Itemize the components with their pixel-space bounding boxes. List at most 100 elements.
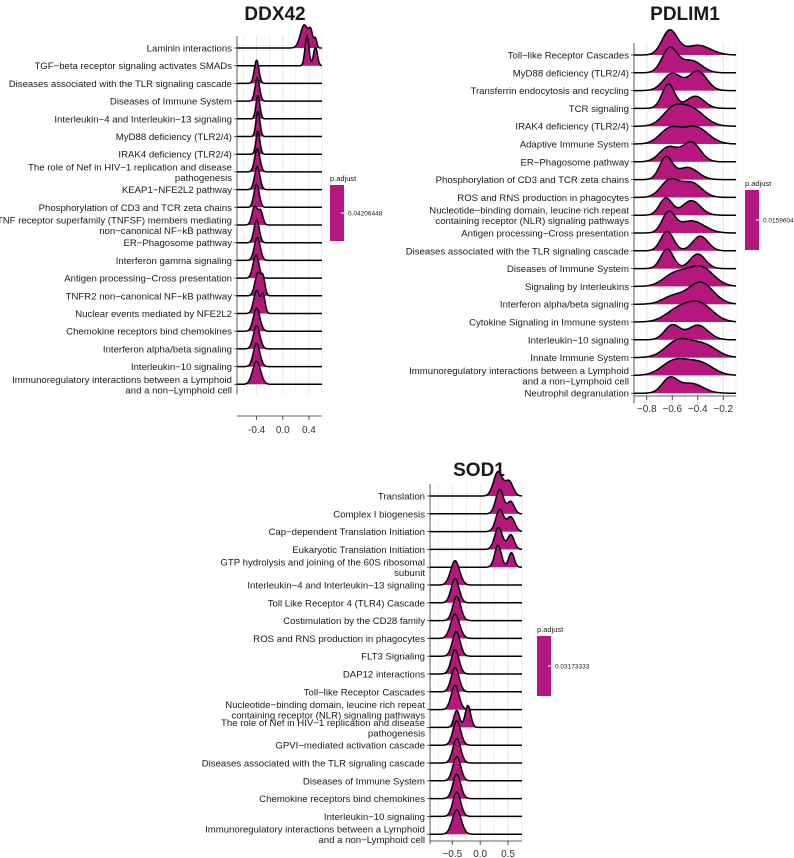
ridge-outline bbox=[634, 300, 737, 323]
legend: p.adjust 0.04206448 bbox=[330, 174, 383, 241]
ridge-18 bbox=[237, 342, 322, 368]
ridge-outline bbox=[634, 323, 736, 341]
ridge-fill bbox=[643, 126, 730, 144]
ridge-outline bbox=[237, 307, 322, 332]
legend-title: p.adjust bbox=[537, 625, 564, 634]
ridge-fill bbox=[446, 792, 468, 817]
ridgeline-chart-pdlim1: PDLIM1 Toll−like Receptor Cascades MyD88 d… bbox=[406, 4, 794, 415]
legend-color-bar bbox=[745, 190, 759, 250]
ridge-2 bbox=[430, 508, 523, 533]
ridge-13 bbox=[634, 264, 736, 288]
ridge-outline bbox=[237, 130, 322, 155]
ridge-16 bbox=[430, 755, 522, 782]
category-label-line: and a non−Lymphoid cell bbox=[318, 835, 425, 846]
ridge-11 bbox=[430, 666, 522, 693]
legend-title: p.adjust bbox=[745, 179, 772, 188]
ridge-8 bbox=[237, 165, 322, 191]
category-label: FLT3 Signaling bbox=[361, 652, 425, 663]
ridge-12 bbox=[237, 236, 322, 262]
ridge-outline bbox=[430, 738, 522, 764]
category-label-line: The role of Nef in HIV−1 replication and… bbox=[221, 718, 425, 729]
category-label: Diseases of Immune System bbox=[110, 97, 232, 108]
category-label: Antigen processing−Cross presentation bbox=[64, 274, 232, 285]
ridge-fill bbox=[445, 632, 468, 657]
ridge-outline bbox=[634, 70, 736, 92]
category-label: Interleukin−10 signaling bbox=[324, 812, 425, 823]
x-tick-label: −0.4 bbox=[688, 404, 708, 415]
ridge-outline bbox=[430, 526, 522, 551]
category-label: Interleukin−4 and Interleukin−13 signali… bbox=[247, 581, 425, 592]
ridge-outline bbox=[430, 613, 522, 640]
ridge-outline bbox=[237, 147, 322, 173]
ridge-outline bbox=[237, 218, 322, 244]
ridge-fill bbox=[444, 685, 467, 710]
category-label: IRAK4 deficiency (TLR2/4) bbox=[118, 150, 232, 161]
ridge-19 bbox=[634, 376, 736, 394]
category-label-line: Nucleotide−binding domain, leucine rich … bbox=[429, 206, 629, 217]
ridge-outline bbox=[634, 46, 736, 74]
category-label: Toll Like Receptor 4 (TLR4) Cascade bbox=[268, 598, 425, 609]
ridge-8 bbox=[634, 177, 736, 199]
category-label: Interferon alpha/beta signaling bbox=[103, 344, 232, 355]
ridge-outline bbox=[237, 165, 322, 191]
ridge-fill bbox=[301, 35, 321, 66]
ridge-15 bbox=[430, 738, 522, 764]
ridge-outline bbox=[237, 76, 322, 102]
category-label: Laminin interactions bbox=[147, 44, 233, 55]
legend-color-bar bbox=[537, 636, 551, 696]
ridge-outline bbox=[634, 264, 736, 288]
category-label-line: pathogenesis bbox=[368, 728, 425, 739]
ridge-17 bbox=[430, 773, 522, 800]
ridge-outline bbox=[237, 34, 323, 67]
category-label-line: GTP hydrolysis and joining of the 60S ri… bbox=[220, 558, 425, 569]
category-label-line: pathogenesis bbox=[175, 173, 232, 184]
category-label: TCR signaling bbox=[569, 104, 629, 115]
ridge-outline bbox=[634, 83, 736, 110]
legend-value-label: 0.04206448 bbox=[348, 211, 383, 218]
ridge-outline bbox=[634, 103, 736, 127]
category-label: Immunoregulatory interactions between a … bbox=[205, 825, 425, 847]
x-tick-label: 0.4 bbox=[302, 425, 316, 436]
ridge-outline bbox=[237, 236, 322, 262]
ridge-outline bbox=[430, 773, 522, 800]
category-label: Phosphorylation of CD3 and TCR zeta chai… bbox=[436, 175, 630, 186]
ridge-outline bbox=[237, 205, 322, 226]
ridge-outline bbox=[430, 544, 522, 568]
ridge-outline bbox=[430, 577, 522, 604]
ridge-4 bbox=[430, 544, 522, 568]
ridge-fill bbox=[648, 47, 718, 73]
x-tick-label: 0.0 bbox=[276, 425, 290, 436]
ridge-4 bbox=[634, 103, 736, 127]
ridge-2 bbox=[237, 59, 322, 85]
ridge-13 bbox=[237, 254, 322, 279]
category-label: ROS and RNS production in phagocytes bbox=[253, 634, 425, 645]
x-tick-label: 0.5 bbox=[501, 849, 515, 858]
ridge-fill bbox=[651, 84, 719, 109]
category-label: Chemokine receptors bind chemokines bbox=[66, 327, 232, 338]
category-label-line: The role of Nef in HIV−1 replication and… bbox=[28, 162, 232, 173]
ridge-outline bbox=[634, 230, 736, 252]
ridge-outline bbox=[430, 791, 522, 818]
chart-title: DDX42 bbox=[244, 4, 305, 25]
ridge-outline bbox=[430, 684, 522, 711]
ridge-fill bbox=[489, 545, 520, 568]
category-label: Cap−dependent Translation Initiation bbox=[268, 527, 425, 538]
category-label: ER−Phagosome pathway bbox=[123, 238, 232, 249]
ridge-9 bbox=[430, 631, 522, 657]
category-label: TGF−beta receptor signaling activates SM… bbox=[34, 61, 232, 72]
ridge-6 bbox=[634, 141, 736, 163]
ridge-outline bbox=[430, 648, 522, 675]
category-label: Eukaryotic Translation Initiation bbox=[292, 545, 425, 556]
category-label: IRAK4 deficiency (TLR2/4) bbox=[515, 122, 629, 133]
ridge-outline bbox=[430, 470, 522, 497]
category-label: Diseases associated with the TLR signali… bbox=[406, 246, 629, 257]
ridge-8 bbox=[430, 613, 522, 640]
category-label-line: Nucleotide−binding domain, leucine rich … bbox=[225, 700, 425, 711]
ridge-outline bbox=[237, 342, 322, 368]
ridge-fill bbox=[644, 338, 736, 358]
ridge-3 bbox=[430, 526, 522, 551]
ridge-18 bbox=[634, 357, 737, 377]
ridge-0 bbox=[430, 470, 522, 497]
ridge-1 bbox=[237, 34, 323, 67]
